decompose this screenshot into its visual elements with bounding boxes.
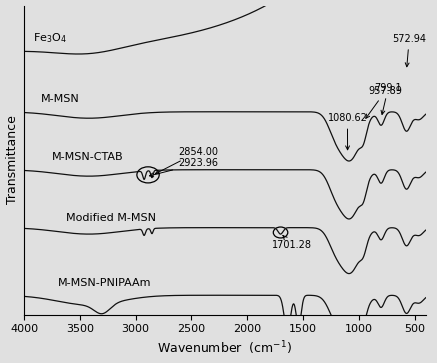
Text: Modified M-MSN: Modified M-MSN: [66, 213, 156, 223]
Text: M-MSN-CTAB: M-MSN-CTAB: [52, 152, 124, 162]
Text: 2854.00: 2854.00: [156, 147, 218, 174]
Text: M-MSN: M-MSN: [41, 94, 80, 104]
Text: 1539.13: 1539.13: [0, 362, 1, 363]
Text: M-MSN-PNIPAAm: M-MSN-PNIPAAm: [58, 278, 151, 287]
Text: 1701.28: 1701.28: [272, 235, 312, 250]
Text: 572.94: 572.94: [392, 34, 426, 67]
Y-axis label: Transmittance: Transmittance: [6, 116, 18, 204]
Text: 799.1: 799.1: [375, 83, 402, 114]
X-axis label: Wavenumber  ($\mathregular{cm^{-1}}$): Wavenumber ($\mathregular{cm^{-1}}$): [157, 340, 292, 358]
Text: 2923.96: 2923.96: [149, 159, 218, 177]
Text: 1639.99: 1639.99: [0, 362, 1, 363]
Text: 957.89: 957.89: [366, 86, 402, 118]
Text: 1080.62: 1080.62: [327, 113, 368, 150]
Text: Fe$_3$O$_4$: Fe$_3$O$_4$: [33, 32, 67, 45]
